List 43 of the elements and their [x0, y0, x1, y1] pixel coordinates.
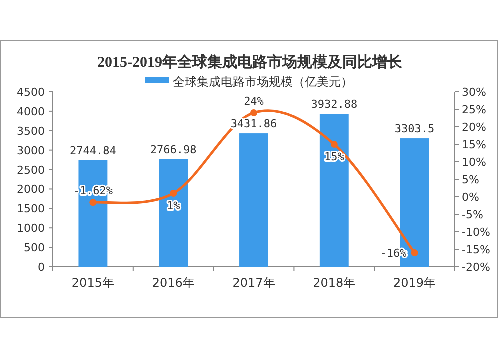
y2-tick-label: -15%	[462, 244, 490, 256]
y-tick-label: 4000	[17, 105, 45, 118]
y2-tick-label: 10%	[462, 156, 486, 169]
y-tick-label: 3000	[17, 144, 45, 158]
bar	[320, 114, 349, 267]
data-label: 15%	[324, 150, 345, 164]
x-tick-label: 2017年	[232, 276, 276, 290]
point	[411, 250, 418, 256]
y2-tick-label: 30%	[462, 86, 486, 99]
data-label: 3932.88	[311, 98, 358, 112]
legend-label: 全球集成电路市场规模（亿美元）	[173, 75, 353, 89]
y2-tick-label: -5%	[462, 208, 484, 222]
y-tick-label: 4500	[17, 86, 45, 99]
data-label: 1%	[166, 200, 181, 212]
y-tick-label: 0	[38, 261, 45, 274]
y-tick-label: 1500	[17, 202, 45, 216]
y-tick-label: 2000	[17, 183, 45, 196]
y2-tick-label: 25%	[462, 104, 486, 116]
bar	[240, 134, 268, 267]
y2-tick-label: 15%	[462, 138, 486, 152]
y-tick-label: 3500	[17, 124, 45, 138]
point	[250, 110, 258, 116]
x-tick-label: 2015年	[72, 276, 114, 290]
y-tick-label: 1000	[17, 222, 45, 236]
point	[330, 141, 338, 148]
data-label: 2766.98	[150, 143, 197, 156]
data-label: 24%	[244, 95, 264, 108]
point	[170, 190, 178, 197]
y2-tick-label: 5%	[462, 174, 480, 186]
point	[90, 199, 97, 206]
x-tick-label: 2019年	[394, 276, 436, 290]
y2-tick-label: -20%	[462, 261, 490, 274]
x-tick-label: 2016年	[152, 276, 195, 290]
y-tick-label: 500	[24, 242, 45, 255]
y2-tick-label: 0%	[462, 191, 480, 204]
y2-tick-label: 20%	[462, 121, 486, 134]
data-label: 2744.84	[70, 144, 117, 158]
y-tick-label: 2500	[17, 164, 45, 177]
data-label: 3303.5	[394, 122, 435, 136]
x-tick-label: 2018年	[313, 276, 356, 290]
y2-tick-label: -10%	[462, 226, 490, 239]
chart-title: 2015-2019年全球集成电路市场规模及同比增长	[98, 53, 404, 71]
bar	[159, 159, 188, 267]
